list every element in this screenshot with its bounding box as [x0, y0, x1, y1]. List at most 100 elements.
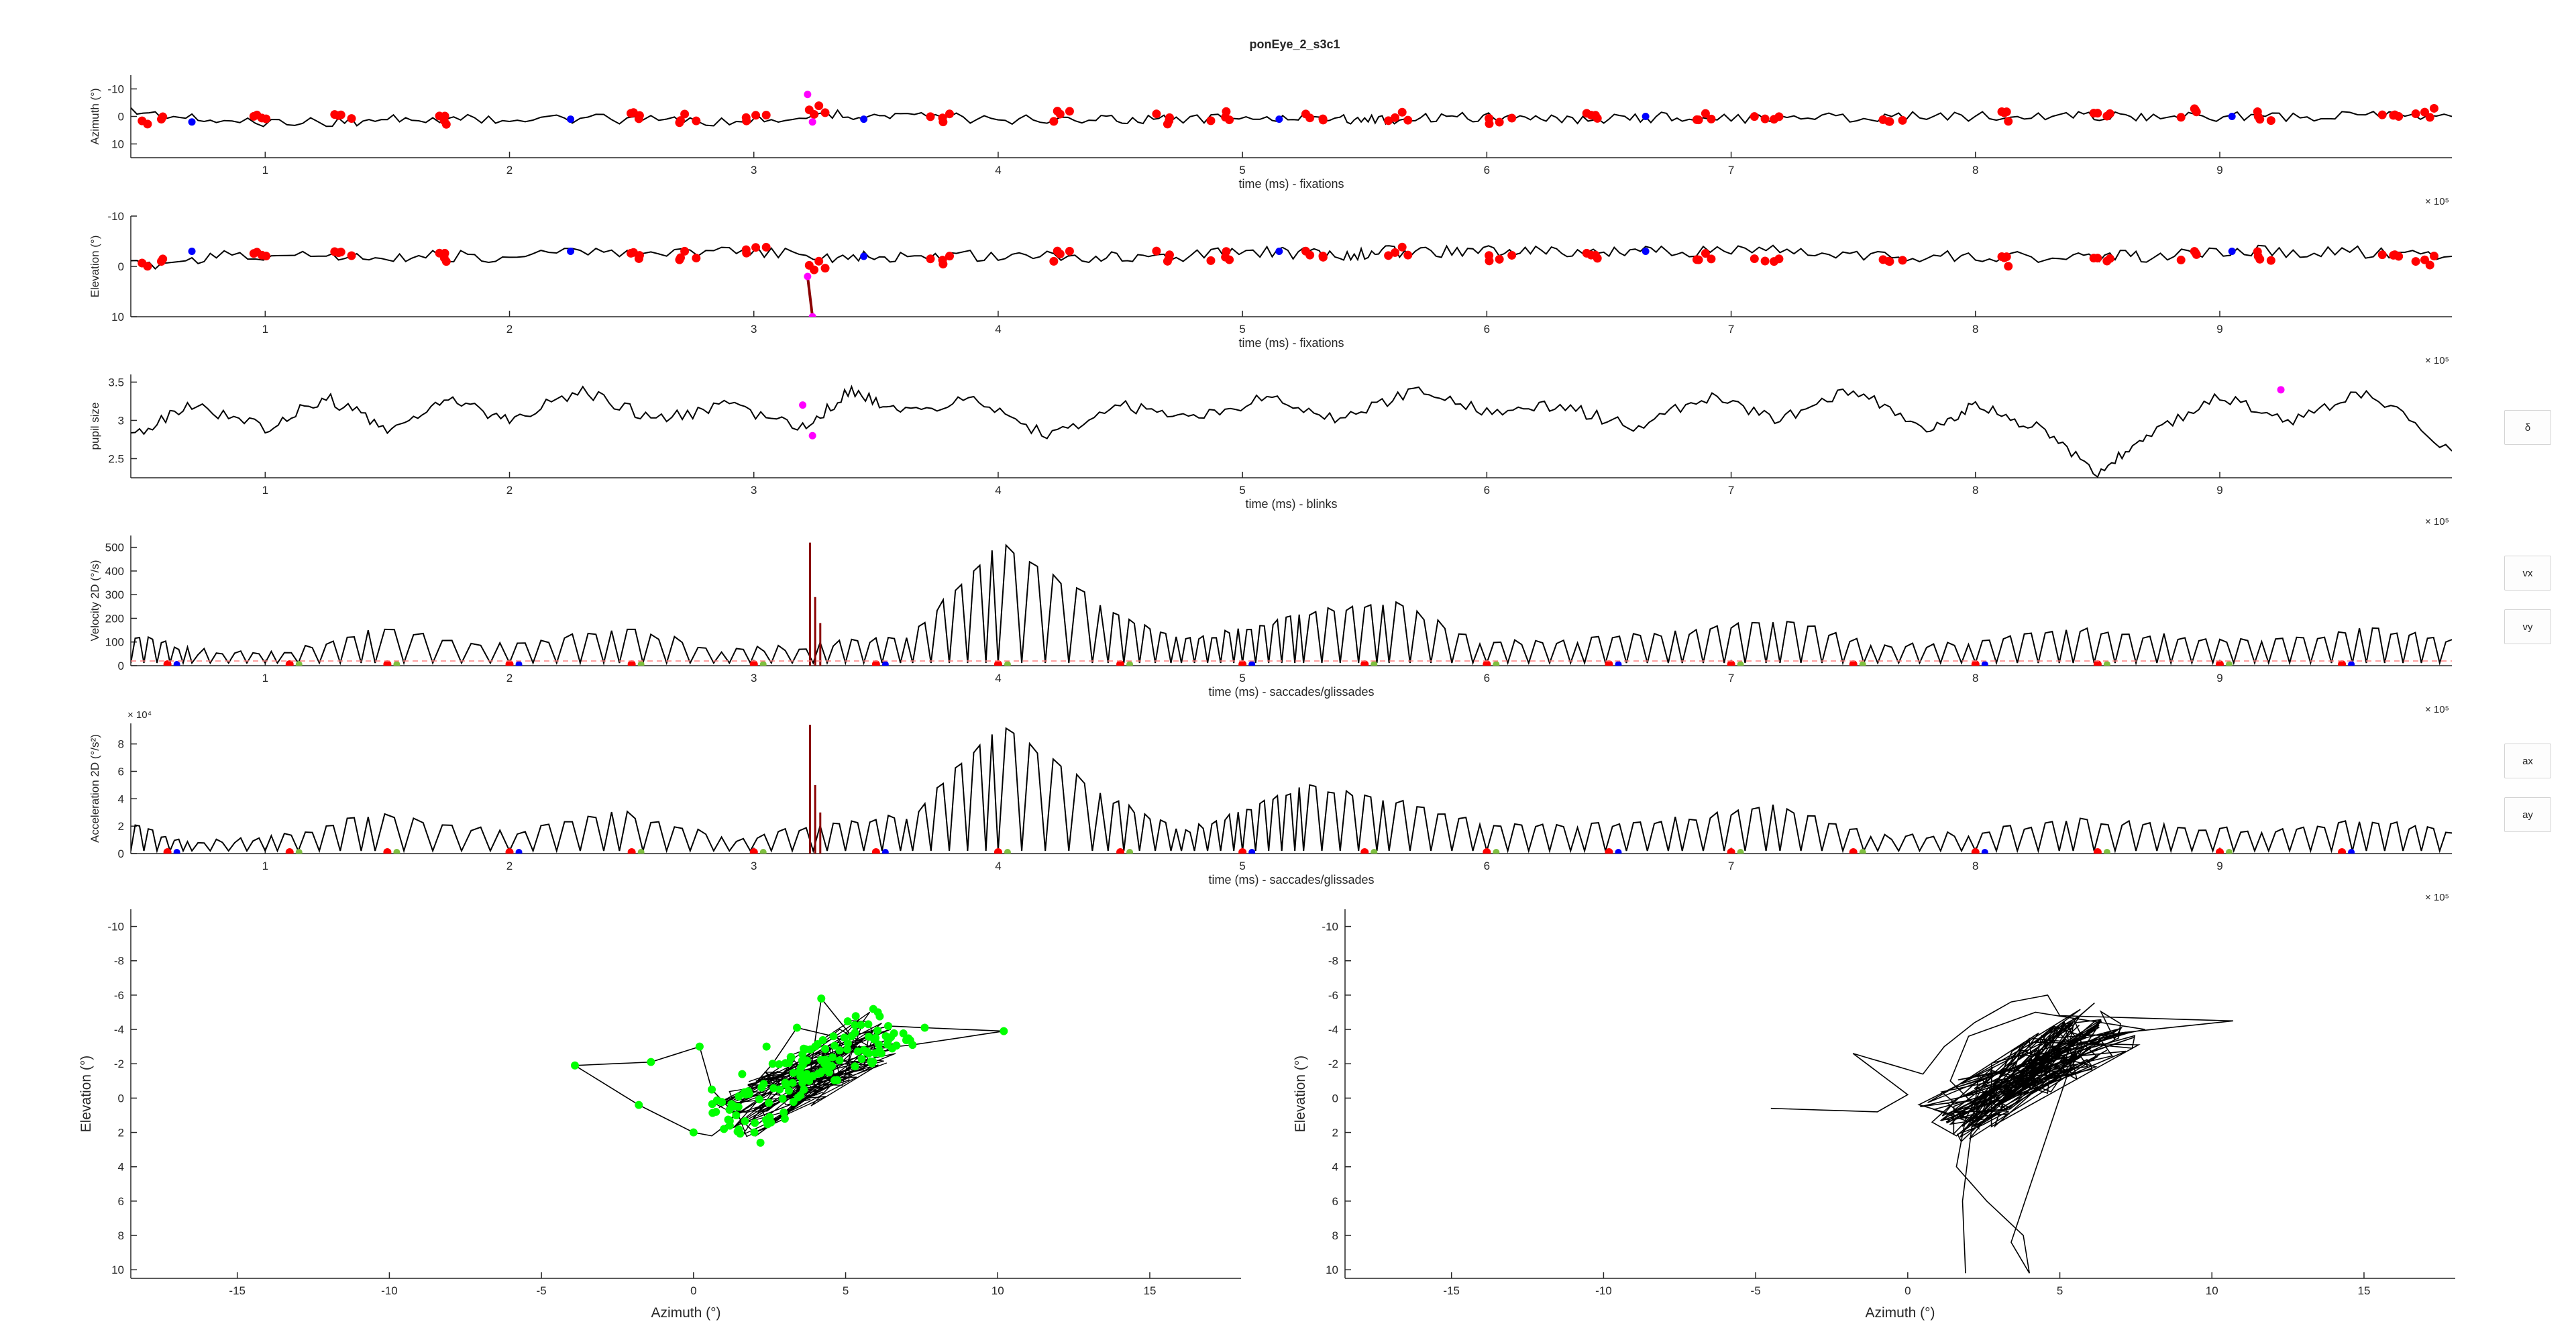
acceleration-x-tick-label: 2 — [506, 860, 513, 872]
azimuth-x-tick-label: 6 — [1484, 164, 1490, 176]
azimuth-fixation-marker — [330, 110, 339, 119]
pupil-x-tick-label: 2 — [506, 484, 513, 497]
delta-button[interactable]: δ — [2504, 410, 2551, 445]
velocity-saccade-onset — [1483, 660, 1491, 666]
elevation-fixation-marker — [634, 254, 643, 263]
velocity-y-tick-label: 300 — [105, 589, 124, 601]
azimuth-fixation-marker — [2192, 107, 2201, 117]
pupil-x-label: time (ms) - blinks — [1245, 497, 1337, 511]
scan_fixations-fixation-point — [780, 1115, 789, 1123]
acceleration-plot-area — [131, 725, 2452, 854]
acceleration-saccade-offset — [1859, 849, 1866, 854]
scan_fixations-y-tick-label: 6 — [118, 1195, 124, 1208]
velocity-saccade-offset — [393, 661, 400, 666]
acceleration-saccade-onset — [2216, 848, 2224, 854]
velocity-panel: 1 2 3 4 5 6 7 8 9 0 100 200 300 400 500 time (ms) - sac… — [89, 535, 2452, 715]
scan_fixations-fixation-point — [635, 1101, 643, 1109]
velocity-saccade-offset — [759, 661, 767, 666]
velocity-y-tick-label: 0 — [118, 660, 124, 672]
azimuth-x-exponent: × 10⁵ — [2425, 196, 2449, 207]
acceleration-saccade-onset — [994, 848, 1002, 854]
vy-button[interactable]: vy — [2504, 609, 2551, 644]
acceleration-saccade-onset — [1483, 848, 1491, 854]
scan_fixations-fixation-point — [788, 1078, 797, 1087]
scan_fixations-fixation-point — [865, 1032, 873, 1041]
pupil-blink-marker — [799, 401, 807, 409]
figure-title: ponEye_2_s3c1 — [1249, 38, 1340, 51]
pupil-panel: 1 2 3 4 5 6 7 8 9 2.5 3 3.5 time (ms) - blinks pupil … — [89, 374, 2452, 527]
scan_raw-plot-area — [1770, 994, 2234, 1274]
scan_fixations-y-tick-label: -2 — [114, 1058, 124, 1070]
velocity-saccade-onset — [1360, 660, 1369, 666]
elevation-x-tick-label: 8 — [1972, 323, 1978, 336]
acceleration-y-tick-label: 4 — [118, 793, 124, 805]
scan_fixations-fixation-point — [1000, 1027, 1008, 1035]
azimuth-y-label: Azimuth (°) — [89, 88, 101, 144]
acceleration-saccade-onset — [1238, 848, 1247, 854]
scan_fixations-fixation-point — [775, 1085, 784, 1094]
azimuth-fixation-marker — [2004, 117, 2013, 126]
azimuth-fixation-marker — [143, 119, 152, 129]
ax-button[interactable]: ax — [2504, 744, 2551, 778]
acceleration-saccade-onset — [1971, 848, 1980, 854]
azimuth-endpoint-marker — [188, 118, 196, 126]
velocity-saccade-offset — [1371, 661, 1378, 666]
acceleration-panel: 1 2 3 4 5 6 7 8 9 0 2 4 6 8 time (ms) - saccades/gliss… — [89, 709, 2452, 903]
azimuth-x-tick-label: 4 — [995, 164, 1001, 176]
acceleration-x-label: time (ms) - saccades/glissades — [1208, 873, 1374, 886]
ay-button[interactable]: ay — [2504, 797, 2551, 832]
scan_fixations-y-tick-label: -6 — [114, 989, 124, 1002]
scan_raw-y-tick-label: 8 — [1332, 1229, 1338, 1242]
scan_fixations-x-label: Azimuth (°) — [651, 1305, 720, 1321]
azimuth-fixation-marker — [1997, 107, 2006, 116]
scan_fixations-fixation-point — [851, 1062, 859, 1071]
azimuth-y-tick-label: -10 — [107, 83, 124, 96]
scan_fixations-fixation-point — [843, 1045, 851, 1054]
scan_fixations-fixation-point — [736, 1129, 745, 1138]
azimuth-fixation-marker — [2176, 113, 2186, 122]
elevation-y-tick-label: -10 — [107, 210, 124, 223]
pupil-y-tick-label: 3.5 — [108, 376, 124, 389]
acceleration-saccade-offset — [393, 849, 400, 854]
azimuth-fixation-marker — [1898, 115, 1907, 125]
scan_fixations-y-tick-label: 2 — [118, 1127, 124, 1139]
scan_fixations-plot-area — [571, 994, 1008, 1147]
azimuth-fixation-marker — [629, 108, 638, 117]
vx-button[interactable]: vx — [2504, 556, 2551, 591]
velocity-saccade-onset — [2093, 660, 2102, 666]
elevation-blink-line — [806, 276, 814, 317]
acceleration-x-tick-label: 8 — [1972, 860, 1978, 872]
scan_fixations-fixation-point — [871, 1033, 880, 1042]
scan_fixations-fixation-point — [571, 1061, 579, 1070]
scan_fixations-fixation-point — [884, 1021, 893, 1030]
azimuth-fixation-marker — [1055, 109, 1065, 119]
velocity-saccade-onset — [2216, 660, 2224, 666]
acceleration-saccade-offset — [1004, 849, 1011, 854]
elevation-fixation-marker — [2411, 257, 2420, 266]
elevation-fixation-marker — [1898, 256, 1907, 265]
velocity-saccade-onset — [749, 660, 758, 666]
scan_raw-x-tick-label: -5 — [1751, 1284, 1761, 1297]
elevation-fixation-marker — [1305, 250, 1315, 260]
scan_raw-x-tick-label: 0 — [1904, 1284, 1911, 1297]
elevation-endpoint-marker — [2228, 248, 2236, 255]
scan_fixations-fixation-point — [755, 1095, 763, 1104]
velocity-saccade-onset — [505, 660, 514, 666]
azimuth-endpoint-marker — [1642, 113, 1650, 120]
scan_fixations-y-tick-label: 0 — [118, 1092, 124, 1105]
elevation-fixation-marker — [157, 256, 166, 266]
azimuth-x-tick-label: 3 — [751, 164, 757, 176]
velocity-saccade-offset — [1859, 661, 1866, 666]
scan_fixations-x-tick-label: -15 — [229, 1284, 246, 1297]
acceleration-saccade-offset — [637, 849, 645, 854]
pupil-y-label: pupil size — [89, 403, 101, 450]
elevation-fixation-marker — [441, 257, 451, 266]
elevation-endpoint-marker — [567, 248, 575, 255]
elevation-fixation-marker — [1225, 255, 1234, 264]
velocity-y-tick-label: 400 — [105, 565, 124, 578]
pupil-y-tick-label: 2.5 — [108, 452, 124, 465]
acceleration-saccade-offset — [295, 849, 303, 854]
elevation-endpoint-marker — [188, 248, 196, 255]
elevation-fixation-marker — [1485, 251, 1494, 260]
